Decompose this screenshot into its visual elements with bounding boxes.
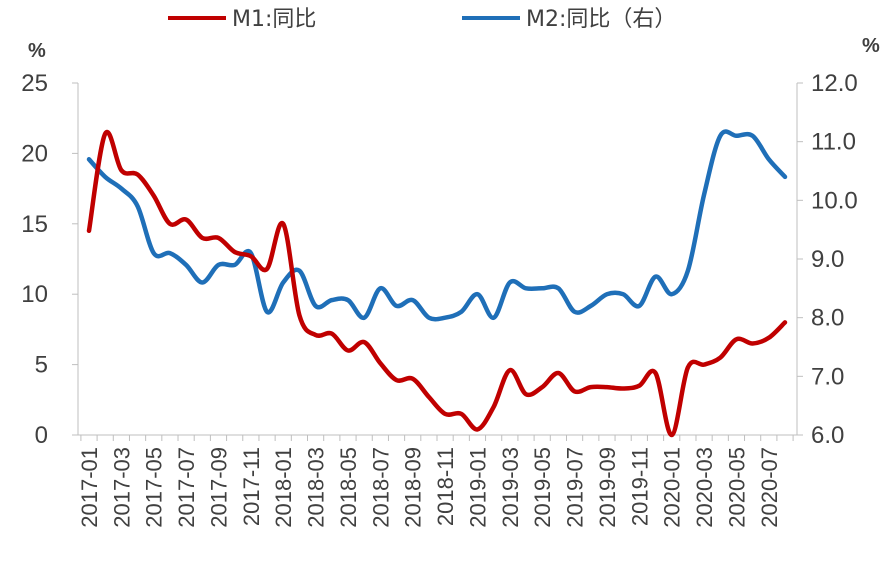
series-layer: [86, 129, 788, 438]
x-tick-label: 2020-07: [757, 447, 782, 528]
left-tick-label: 5: [35, 352, 48, 379]
x-tick-label: 2019-07: [563, 447, 588, 528]
x-tick-label: 2019-05: [530, 447, 555, 528]
x-tick-label: 2018-03: [304, 447, 329, 528]
left-tick-label: 10: [21, 281, 48, 308]
right-tick-label: 6.0: [811, 422, 844, 449]
right-tick-label: 12.0: [811, 70, 858, 97]
legend-label-m2: M2:同比（右）: [526, 7, 676, 32]
x-tick-label: 2018-11: [433, 447, 458, 526]
legend-label-m1: M1:同比: [232, 7, 316, 32]
x-tick-label: 2018-01: [271, 447, 296, 528]
x-tick-label: 2019-11: [627, 447, 652, 526]
x-tick-label: 2017-11: [239, 447, 264, 526]
x-tick-label: 2019-09: [595, 447, 620, 528]
x-tick-label: 2018-09: [401, 447, 426, 528]
left-axis-ticks: 0 5 10 15 20 25: [21, 70, 78, 449]
x-tick-label: 2017-07: [174, 447, 199, 528]
x-tick-label: 2018-05: [336, 447, 361, 528]
right-tick-label: 11.0: [811, 129, 856, 156]
left-tick-label: 15: [21, 211, 48, 238]
x-tick-label: 2020-03: [692, 447, 717, 528]
x-tick-label: 2020-05: [724, 447, 749, 528]
x-axis-ticks: 2017-01 2017-03 2017-05 2017-07 2017-09 2017-…: [77, 435, 794, 528]
legend: M1:同比 M2:同比（右）: [168, 7, 676, 32]
x-tick-label: 2019-01: [465, 447, 490, 528]
x-tick-label: 2017-05: [142, 447, 167, 528]
series-line-m2: [86, 129, 788, 322]
left-tick-label: 20: [21, 140, 48, 167]
left-tick-label: 25: [21, 70, 48, 97]
series-line-m1: [86, 129, 788, 438]
x-tick-label: 2017-03: [109, 447, 134, 528]
right-axis-unit: %: [862, 35, 880, 57]
x-tick-label: 2018-07: [368, 447, 393, 528]
x-tick-label: 2019-03: [498, 447, 523, 528]
right-axis-ticks: 6.0 7.0 8.0 9.0 10.0 11.0 12.0: [797, 70, 858, 449]
x-tick-label: 2020-01: [660, 447, 685, 528]
left-axis-unit: %: [28, 40, 46, 62]
left-tick-label: 0: [35, 422, 48, 449]
right-tick-label: 10.0: [811, 187, 858, 214]
right-tick-label: 9.0: [811, 246, 844, 273]
right-tick-label: 7.0: [811, 363, 844, 390]
x-tick-label: 2017-01: [77, 447, 102, 528]
right-tick-label: 8.0: [811, 305, 844, 332]
x-tick-label: 2017-09: [206, 447, 231, 528]
